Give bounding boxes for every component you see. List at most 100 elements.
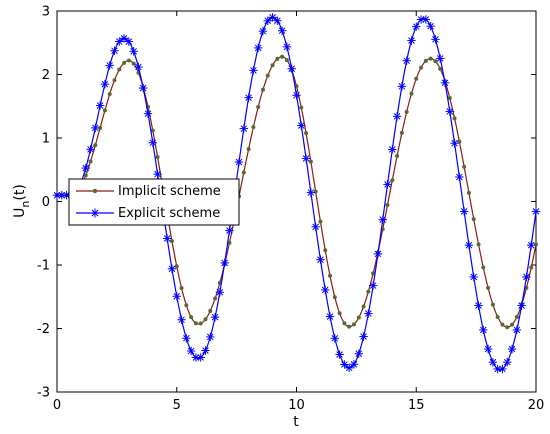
data-point (505, 325, 510, 330)
data-point (241, 170, 246, 175)
series-layer (52, 13, 541, 374)
y-tick-label: 3 (42, 5, 50, 20)
x-tick-label: 5 (173, 398, 181, 413)
data-point (246, 147, 251, 152)
legend-explicit-label: Explicit scheme (118, 206, 220, 221)
series-explicit (52, 13, 541, 374)
data-point (81, 163, 90, 173)
data-point (378, 215, 387, 224)
data-point (419, 65, 424, 70)
data-point (440, 78, 450, 88)
data-point (110, 46, 119, 55)
data-point (213, 296, 218, 301)
data-point (390, 178, 395, 183)
data-point (397, 82, 407, 91)
data-point (431, 35, 440, 44)
x-axis: 0 5 10 15 20 (53, 11, 544, 413)
data-point (239, 124, 249, 133)
data-point (507, 344, 517, 354)
data-point (260, 87, 265, 92)
data-point (474, 301, 483, 310)
data-point (366, 289, 371, 294)
data-point (421, 15, 431, 24)
svg-text:Un(t): Un(t) (12, 184, 32, 218)
data-point (253, 43, 263, 53)
data-point (201, 346, 210, 355)
data-point (337, 311, 342, 316)
data-point (330, 334, 340, 343)
y-axis-label-main: U (12, 208, 28, 218)
x-tick-label: 0 (53, 398, 61, 413)
legend: Implicit scheme Explicit scheme (68, 178, 240, 226)
data-point (155, 155, 160, 160)
data-point (349, 360, 359, 369)
y-tick-label: -1 (37, 259, 50, 274)
x-axis-label: t (293, 414, 299, 430)
data-point (356, 315, 361, 320)
data-point (143, 109, 153, 118)
data-point (227, 240, 232, 245)
data-point (115, 37, 124, 46)
data-point (498, 364, 507, 374)
data-point (527, 240, 536, 250)
data-point (265, 73, 270, 78)
data-point (150, 128, 155, 133)
data-point (126, 58, 131, 63)
data-point (510, 322, 515, 327)
data-point (134, 62, 143, 72)
data-point (91, 123, 100, 133)
data-point (86, 145, 95, 154)
data-point (234, 157, 244, 167)
data-point (464, 240, 474, 250)
data-point (210, 313, 220, 322)
y-axis-label-subscript: n (19, 201, 32, 208)
data-point (459, 207, 469, 216)
legend-implicit-marker (92, 188, 98, 194)
data-point (174, 264, 179, 269)
y-axis-label-suffix: (t) (12, 184, 28, 200)
data-point (495, 315, 500, 320)
data-point (182, 334, 191, 343)
data-point (124, 37, 134, 46)
data-point (340, 360, 349, 369)
data-point (196, 353, 205, 362)
data-point (426, 21, 435, 31)
data-point (258, 26, 268, 36)
data-point (438, 66, 443, 71)
x-tick-label: 15 (408, 398, 425, 413)
data-point (371, 271, 376, 276)
data-point (275, 56, 280, 61)
data-point (203, 317, 208, 322)
data-point (471, 217, 476, 222)
data-point (273, 16, 282, 25)
data-point (277, 26, 287, 35)
data-point (102, 108, 107, 113)
data-point (318, 219, 323, 224)
data-point (292, 91, 301, 100)
data-point (153, 169, 162, 179)
legend-explicit-marker (90, 208, 100, 218)
y-axis-label: Un(t) (12, 184, 32, 218)
data-point (416, 15, 426, 24)
data-point (301, 154, 311, 163)
y-tick-label: 0 (42, 195, 50, 210)
data-point (311, 222, 320, 232)
data-point (93, 143, 98, 148)
data-point (450, 139, 459, 148)
data-point (344, 363, 354, 373)
data-point (404, 109, 409, 114)
data-point (455, 172, 464, 182)
data-point (486, 285, 491, 290)
data-point (462, 164, 467, 169)
data-point (179, 285, 184, 290)
data-point (433, 59, 438, 64)
data-point (488, 358, 498, 367)
data-point (500, 322, 505, 327)
data-point (481, 265, 486, 270)
data-point (414, 76, 419, 81)
data-point (428, 56, 433, 61)
data-point (95, 101, 105, 110)
data-point (244, 93, 253, 102)
data-point (323, 248, 328, 253)
data-point (373, 249, 383, 259)
